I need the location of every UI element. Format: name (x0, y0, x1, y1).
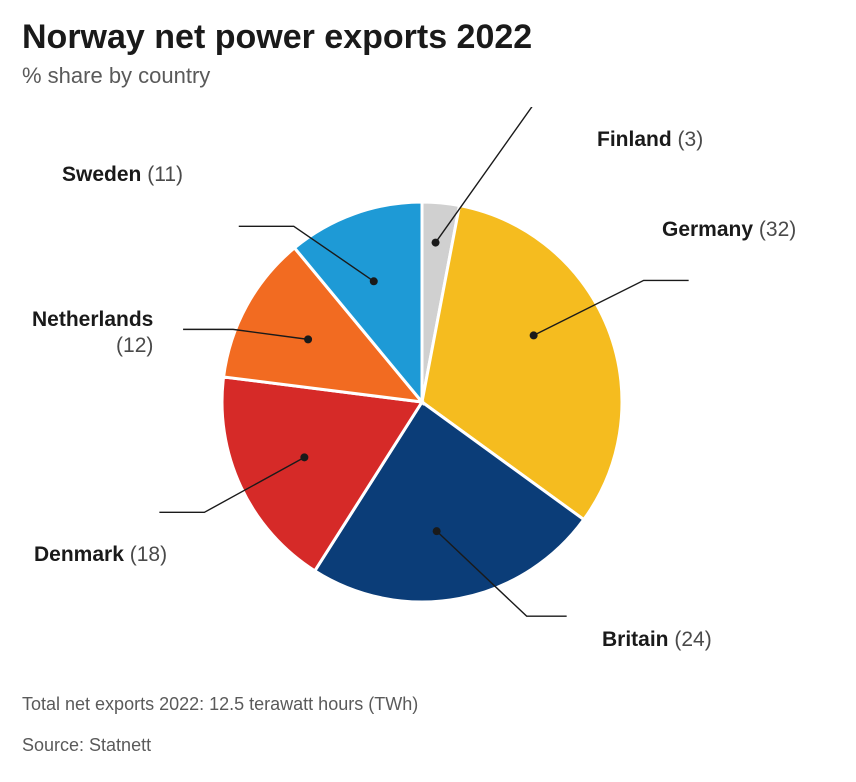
slice-label-netherlands: Netherlands(12) (32, 307, 153, 360)
leader-dot-denmark (300, 453, 308, 461)
chart-title: Norway net power exports 2022 (22, 18, 834, 57)
pie-svg (22, 107, 834, 677)
slice-label-denmark: Denmark (18) (34, 542, 167, 568)
chart-subtitle: % share by country (22, 63, 834, 89)
slice-label-britain: Britain (24) (602, 627, 712, 653)
chart-source: Source: Statnett (22, 732, 834, 759)
footnote-total: Total net exports 2022: 12.5 terawatt ho… (22, 691, 834, 718)
leader-dot-germany (530, 331, 538, 339)
slice-label-sweden: Sweden (11) (62, 162, 183, 188)
pie-chart: Finland (3) Germany (32) Britain (24) Denma… (22, 107, 834, 677)
slice-label-germany: Germany (32) (662, 217, 796, 243)
leader-dot-britain (433, 527, 441, 535)
slice-label-finland: Finland (3) (597, 127, 703, 153)
leader-dot-sweden (370, 277, 378, 285)
leader-dot-finland (432, 239, 440, 247)
leader-dot-netherlands (304, 335, 312, 343)
